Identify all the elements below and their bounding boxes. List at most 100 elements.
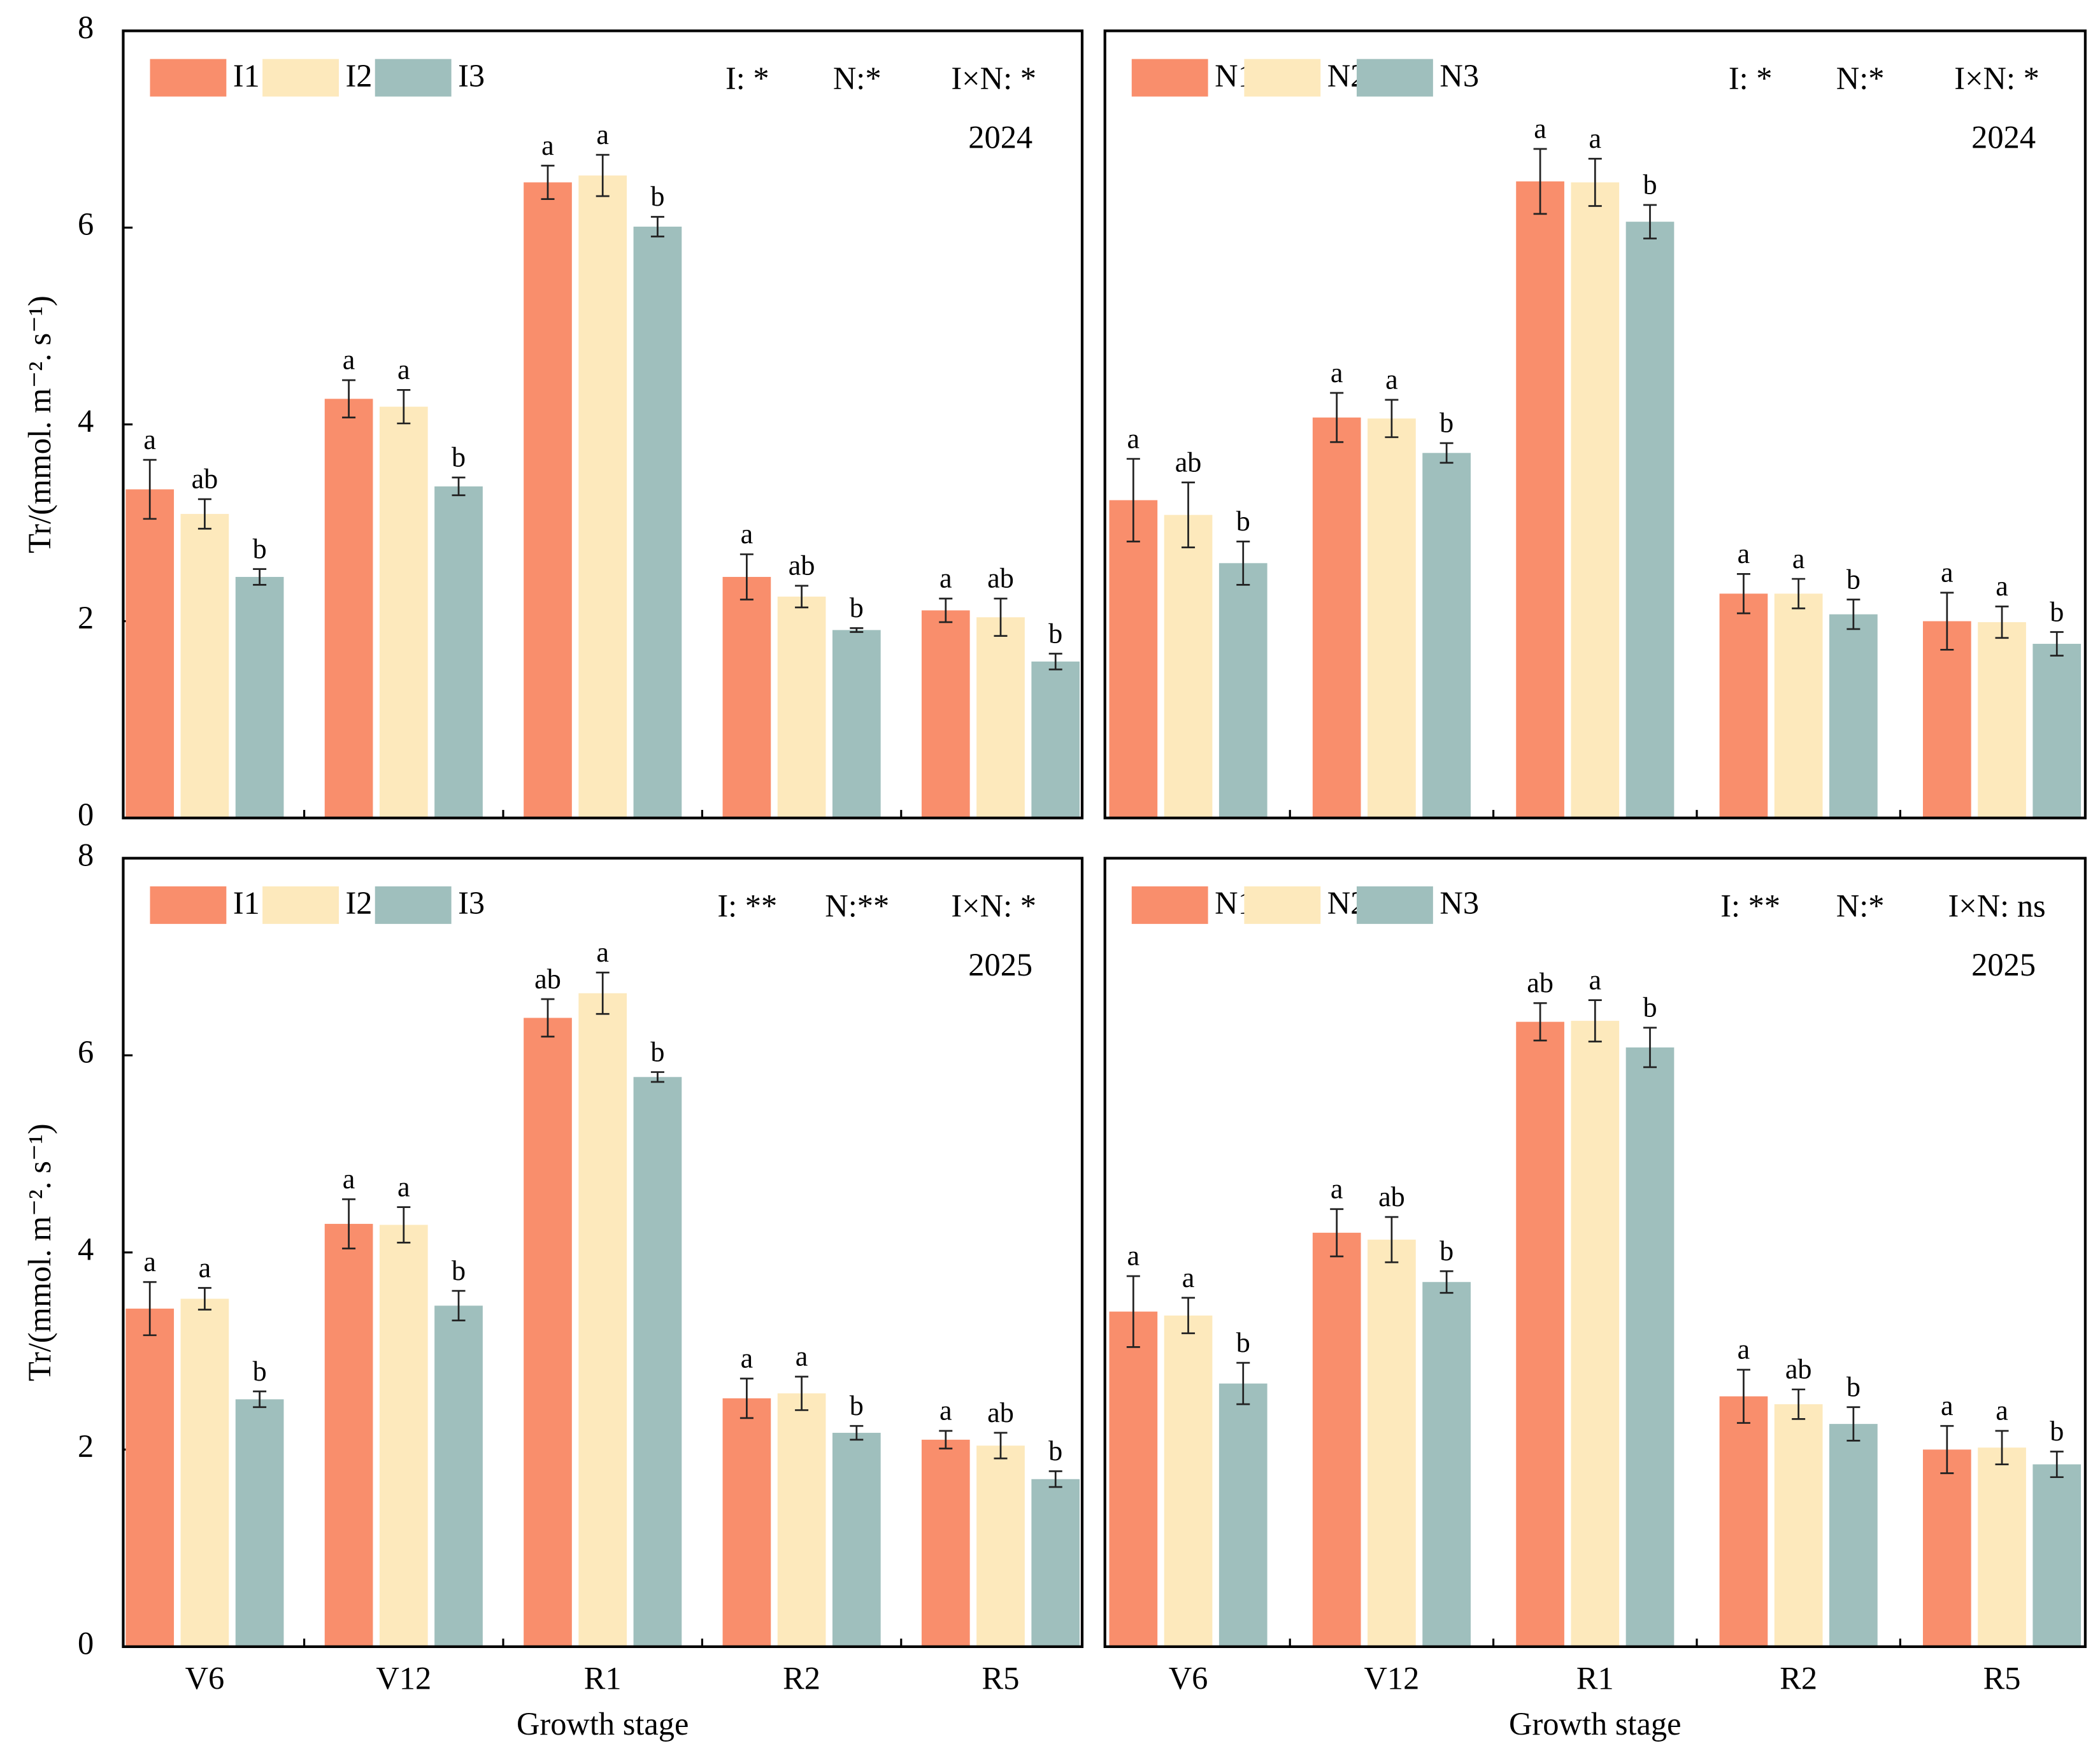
plot-frame — [122, 29, 1084, 820]
bar — [324, 1223, 373, 1647]
significance-letter: a — [199, 1252, 211, 1283]
bar — [1571, 1021, 1620, 1647]
error-bar — [596, 153, 610, 197]
stat-annotation: I: ** — [717, 888, 777, 923]
significance-letter: ab — [987, 1397, 1014, 1428]
significance-letter: a — [741, 518, 754, 550]
x-tick-label: V6 — [185, 1660, 225, 1696]
bar — [1109, 1311, 1158, 1647]
significance-letter: b — [850, 592, 864, 623]
legend-swatch — [150, 59, 227, 97]
significance-letter: b — [1846, 564, 1861, 595]
error-bar — [1330, 392, 1344, 443]
significance-letter: ab — [1785, 1354, 1812, 1385]
error-bar — [739, 1377, 754, 1419]
bar — [379, 1225, 428, 1647]
stat-annotation: N:* — [1836, 888, 1885, 923]
error-bar — [1846, 599, 1861, 630]
error-bar — [1385, 399, 1399, 438]
legend-label: N3 — [1439, 885, 1479, 921]
x-axis-label: Growth stage — [1509, 1706, 1681, 1742]
error-bar — [1048, 653, 1062, 671]
bar — [1031, 1479, 1080, 1647]
error-bar — [197, 498, 211, 530]
bar — [235, 576, 284, 818]
significance-letter: a — [397, 1171, 410, 1202]
significance-letter: ab — [789, 550, 815, 581]
bar — [1164, 1315, 1213, 1647]
bar — [324, 399, 373, 818]
significance-letter: b — [452, 1255, 466, 1286]
y-tick-label: 2 — [78, 1428, 94, 1464]
bar — [777, 1393, 826, 1647]
error-bar — [739, 553, 754, 600]
bar — [180, 1298, 229, 1647]
significance-letter: b — [253, 533, 267, 564]
error-bar — [397, 1206, 411, 1244]
bar — [921, 610, 970, 818]
error-bar — [994, 1432, 1008, 1460]
legend-label: I1 — [233, 58, 260, 94]
legend-swatch — [1357, 886, 1433, 924]
bar — [1516, 1021, 1564, 1647]
stat-annotation: I×N: ns — [1948, 888, 2045, 923]
significance-letter: a — [1182, 1262, 1195, 1293]
legend-swatch — [1131, 886, 1208, 924]
error-bar — [1236, 540, 1250, 586]
legend-swatch — [150, 886, 227, 924]
significance-letter: a — [1385, 364, 1398, 395]
error-bar — [795, 585, 809, 609]
bar — [722, 1398, 771, 1647]
x-axis-label: Growth stage — [517, 1706, 689, 1742]
error-bar — [1643, 1027, 1657, 1069]
error-bar — [1588, 157, 1602, 207]
error-bar — [850, 1425, 864, 1441]
error-bar — [1330, 1208, 1344, 1258]
plot-frame — [122, 856, 1084, 1649]
bar — [1516, 181, 1564, 818]
significance-letter: a — [1941, 1390, 1954, 1421]
bar — [1031, 661, 1080, 818]
legend-swatch — [375, 59, 452, 97]
legend-swatch — [262, 59, 339, 97]
year-label: 2024 — [1971, 120, 2036, 155]
stat-annotation: I: * — [1729, 60, 1773, 96]
legend-label: I1 — [233, 885, 260, 921]
significance-letter: a — [1127, 1240, 1140, 1272]
bar — [1164, 515, 1213, 818]
bar — [1922, 621, 1971, 818]
error-bar — [342, 379, 356, 419]
significance-letter: b — [850, 1390, 864, 1421]
significance-letter: ab — [192, 464, 218, 495]
x-tick-label: V6 — [1169, 1660, 1208, 1696]
bar — [1829, 614, 1878, 818]
bar — [976, 1446, 1025, 1647]
bar — [1829, 1424, 1878, 1647]
significance-letter: b — [1643, 169, 1657, 201]
x-tick-label: R2 — [783, 1660, 820, 1696]
legend-swatch — [262, 886, 339, 924]
error-bar — [1940, 592, 1954, 651]
x-tick-label: R1 — [584, 1660, 622, 1696]
significance-letter: a — [741, 1343, 754, 1374]
significance-letter: b — [1236, 506, 1250, 537]
significance-letter: a — [1792, 543, 1805, 574]
significance-letter: b — [1439, 1235, 1454, 1267]
x-tick-label: R2 — [1780, 1660, 1817, 1696]
error-bar — [1533, 148, 1547, 215]
significance-letter: a — [1996, 571, 2008, 602]
error-bar — [1182, 1297, 1196, 1335]
y-tick-label: 0 — [78, 1625, 94, 1661]
year-label: 2025 — [968, 947, 1032, 983]
bar — [1774, 593, 1823, 818]
error-bar — [2050, 631, 2064, 657]
plot-frame — [1103, 29, 2087, 820]
bar — [434, 486, 483, 818]
bar — [1625, 1047, 1675, 1647]
error-bar — [342, 1198, 356, 1249]
error-bar — [1736, 1368, 1750, 1424]
error-bar — [1792, 1388, 1806, 1420]
error-bar — [650, 216, 664, 238]
